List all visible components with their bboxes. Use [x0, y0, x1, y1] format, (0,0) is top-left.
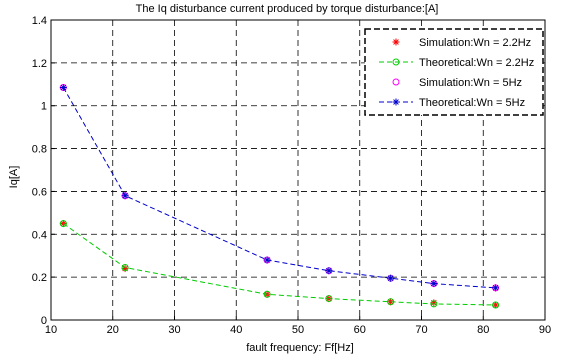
series-line [63, 223, 496, 306]
plot-frame [50, 19, 546, 321]
legend-label: Theoretical:Wn = 2.2Hz [419, 57, 534, 69]
x-tick-label: 30 [168, 324, 180, 336]
y-axis-label: Iq[A] [8, 166, 20, 189]
x-tick-label: 10 [45, 324, 57, 336]
data-point [325, 295, 333, 303]
x-tick-label: 40 [230, 324, 242, 336]
legend-label: Simulation:Wn = 2.2Hz [419, 37, 531, 49]
y-tick-label: 0.2 [32, 272, 47, 284]
series-layer [59, 84, 500, 309]
legend-marker [392, 58, 400, 66]
y-tick-label: 0.8 [32, 144, 47, 156]
legend-label: Theoretical:Wn = 5Hz [419, 97, 525, 109]
y-tick-label: 0.4 [32, 229, 47, 241]
chart-title: The Iq disturbance current produced by t… [136, 3, 439, 15]
series-3 [59, 84, 500, 292]
x-axis-label: fault frequency: Ff[Hz] [246, 342, 354, 354]
y-tick-label: 0 [41, 315, 47, 327]
data-point [492, 301, 500, 309]
data-point [325, 267, 333, 275]
y-tick-label: 1.4 [32, 15, 47, 27]
x-tick-label: 20 [107, 324, 119, 336]
legend-marker [392, 98, 400, 106]
data-point [387, 274, 395, 282]
data-point [387, 298, 395, 306]
data-point [59, 84, 67, 91]
data-point [387, 298, 395, 306]
y-tick-label: 0.6 [32, 186, 47, 198]
legend-label: Simulation:Wn = 5Hz [419, 77, 522, 89]
data-point [492, 284, 500, 292]
data-point [121, 264, 129, 271]
data-point [263, 290, 271, 298]
data-point [59, 220, 67, 228]
data-point [263, 256, 271, 264]
data-point [430, 300, 438, 308]
legend: Simulation:Wn = 2.2Hz Theoretical:Wn = 2.… [364, 28, 544, 116]
legend-marker [392, 38, 400, 46]
x-tick-label: 90 [539, 324, 551, 336]
series-1 [59, 220, 500, 309]
x-tick-label: 50 [292, 324, 304, 336]
x-tick-label: 70 [415, 324, 427, 336]
data-point [121, 192, 129, 200]
y-tick-label: 1.2 [32, 58, 47, 70]
x-axis-ticks: 10 20 30 40 50 60 70 80 90 [45, 316, 551, 336]
data-point [430, 280, 438, 288]
x-tick-label: 60 [354, 324, 366, 336]
legend-marker [392, 78, 400, 86]
y-tick-label: 1 [41, 101, 47, 113]
x-tick-label: 80 [477, 324, 489, 336]
